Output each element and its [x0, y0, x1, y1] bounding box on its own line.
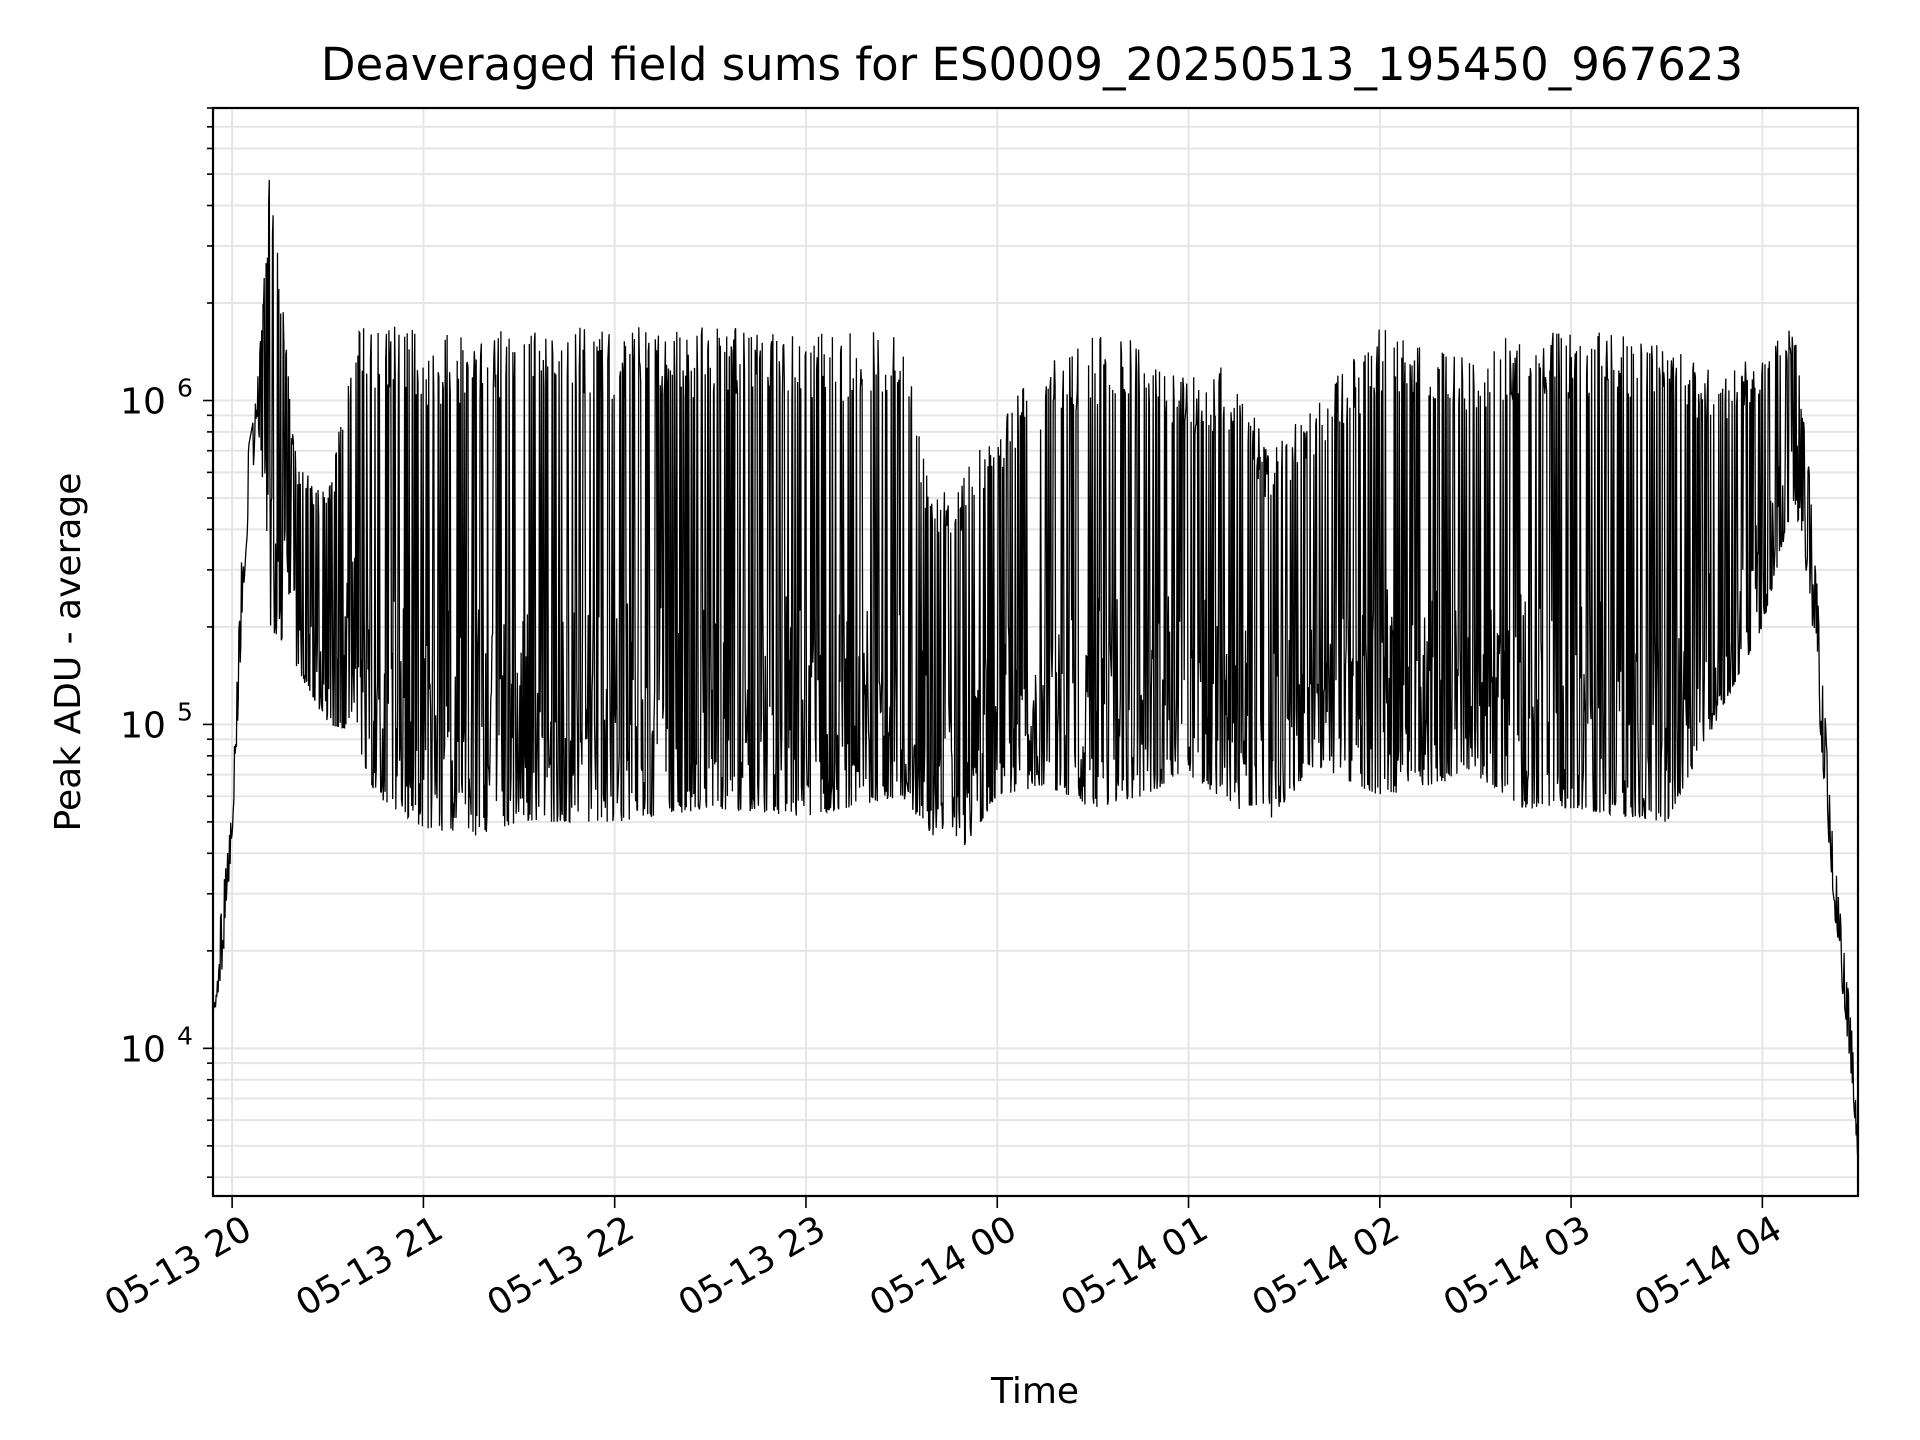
- y-tick-exponent: 4: [177, 1021, 193, 1050]
- grid-lines: [213, 107, 1858, 1196]
- y-tick-exponent: 5: [177, 697, 193, 726]
- y-tick-label: 10: [120, 705, 166, 746]
- plot-frame: [211, 106, 1860, 1198]
- y-axis-label: Peak ADU - average: [48, 473, 89, 832]
- y-axis: 10 4 10 5 10 6: [120, 107, 213, 1179]
- chart-title: Deaveraged field sums for ES0009_2025051…: [321, 38, 1743, 91]
- y-tick-label: 10: [120, 1029, 166, 1070]
- y-tick-label: 10: [120, 382, 166, 423]
- x-axis-label: Time: [990, 1371, 1079, 1412]
- series-line: [213, 179, 1858, 1160]
- y-tick-exponent: 6: [177, 374, 193, 403]
